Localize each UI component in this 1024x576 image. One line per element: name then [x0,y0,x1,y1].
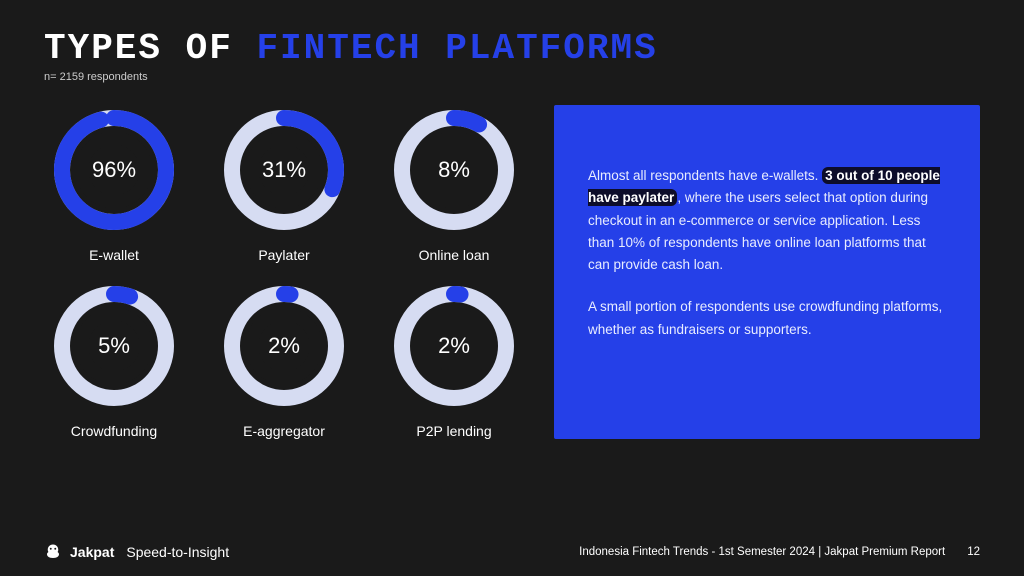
brand-tagline: Speed-to-Insight [126,544,229,560]
donut-chart: 2% [219,281,349,411]
page-number: 12 [967,546,980,558]
donut-label: Crowdfunding [71,423,157,439]
donut-item: 96% E-wallet [44,105,184,263]
info-p1-before: Almost all respondents have e-wallets. [588,168,822,183]
title-accent: FINTECH PLATFORMS [256,28,657,69]
sample-size: n= 2159 respondents [44,71,980,83]
page-title: TYPES OF FINTECH PLATFORMS [44,28,980,69]
donut-label: E-aggregator [243,423,325,439]
main-content: 96% E-wallet 31% Paylater 8% Online loan [0,87,1024,439]
donut-item: 31% Paylater [214,105,354,263]
donut-grid: 96% E-wallet 31% Paylater 8% Online loan [44,105,524,439]
brand-icon [44,543,62,561]
donut-item: 8% Online loan [384,105,524,263]
footer: Jakpat Speed-to-Insight Indonesia Fintec… [0,536,1024,576]
donut-percentage: 31% [219,105,349,235]
donut-chart: 8% [389,105,519,235]
header: TYPES OF FINTECH PLATFORMS n= 2159 respo… [0,0,1024,87]
donut-chart: 2% [389,281,519,411]
donut-percentage: 2% [219,281,349,411]
donut-label: P2P lending [416,423,491,439]
donut-item: 2% P2P lending [384,281,524,439]
brand: Jakpat Speed-to-Insight [44,543,229,561]
donut-chart: 31% [219,105,349,235]
donut-item: 2% E-aggregator [214,281,354,439]
donut-percentage: 5% [49,281,179,411]
donut-label: E-wallet [89,247,139,263]
donut-item: 5% Crowdfunding [44,281,184,439]
donut-label: Online loan [419,247,490,263]
info-paragraph-1: Almost all respondents have e-wallets. 3… [588,165,946,276]
donut-chart: 96% [49,105,179,235]
donut-chart: 5% [49,281,179,411]
donut-percentage: 8% [389,105,519,235]
title-prefix: TYPES OF [44,28,256,69]
donut-percentage: 2% [389,281,519,411]
brand-name: Jakpat [70,544,114,560]
info-panel: Almost all respondents have e-wallets. 3… [554,105,980,439]
donut-percentage: 96% [49,105,179,235]
info-paragraph-2: A small portion of respondents use crowd… [588,296,946,341]
donut-label: Paylater [258,247,309,263]
report-name: Indonesia Fintech Trends - 1st Semester … [579,546,945,558]
footer-right: Indonesia Fintech Trends - 1st Semester … [579,546,980,558]
